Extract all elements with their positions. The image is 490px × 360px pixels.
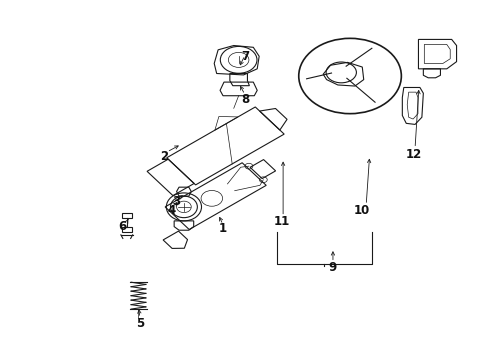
Text: 6: 6 bbox=[119, 220, 127, 233]
Text: 4: 4 bbox=[168, 204, 176, 217]
Text: 7: 7 bbox=[241, 50, 249, 63]
Text: 1: 1 bbox=[219, 222, 227, 235]
Text: 3: 3 bbox=[172, 195, 181, 208]
Text: 11: 11 bbox=[273, 215, 290, 228]
Text: 12: 12 bbox=[405, 148, 422, 161]
Text: 5: 5 bbox=[136, 317, 144, 330]
Text: 10: 10 bbox=[354, 204, 370, 217]
Text: 8: 8 bbox=[241, 93, 249, 106]
Text: 9: 9 bbox=[329, 261, 337, 274]
Text: 2: 2 bbox=[160, 150, 169, 163]
